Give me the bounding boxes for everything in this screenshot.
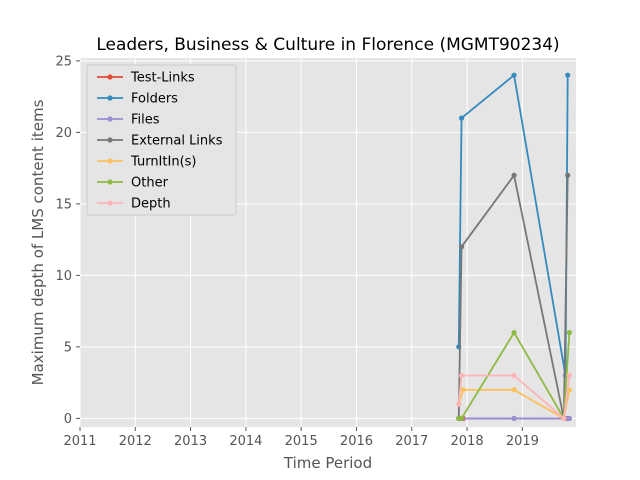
x-tick-label: 2019 xyxy=(506,434,539,449)
legend-label: TurnItIn(s) xyxy=(130,155,196,170)
legend-swatch-marker xyxy=(107,158,113,164)
x-tick-label: 2016 xyxy=(340,434,373,449)
legend-label: Other xyxy=(131,176,169,191)
x-axis-label: Time Period xyxy=(283,454,372,472)
legend-label: Depth xyxy=(131,197,171,212)
x-tick-label: 2018 xyxy=(451,434,484,449)
legend-swatch-marker xyxy=(107,74,113,80)
x-tick-label: 2011 xyxy=(63,434,96,449)
y-tick-label: 25 xyxy=(55,54,72,69)
data-point-other xyxy=(458,415,465,422)
x-tick-label: 2012 xyxy=(119,434,152,449)
legend-item: Other xyxy=(97,176,169,191)
data-point-external-links xyxy=(565,172,571,178)
data-point-files xyxy=(511,415,517,422)
y-axis-label: Maximum depth of LMS content items xyxy=(29,99,47,385)
x-tick-label: 2014 xyxy=(229,434,262,449)
legend-swatch-marker xyxy=(107,137,113,143)
data-point-folders xyxy=(458,115,465,121)
data-point-depth xyxy=(561,415,567,422)
data-point-depth xyxy=(456,401,462,407)
legend: Test-Links Folders Files External Links Turn… xyxy=(86,64,237,216)
legend-item: TurnItIn(s) xyxy=(97,155,196,170)
data-point-folders xyxy=(511,72,517,78)
legend-item: Folders xyxy=(97,92,178,107)
y-tick-label: 5 xyxy=(64,340,72,355)
data-point-depth xyxy=(566,372,572,379)
x-tick-label: 2015 xyxy=(285,434,318,449)
legend-item: Files xyxy=(97,113,160,128)
legend-item: External Links xyxy=(97,134,223,149)
data-point-external-links xyxy=(458,244,465,250)
legend-label: Folders xyxy=(131,92,178,107)
x-tick-label: 2017 xyxy=(395,434,428,449)
data-point-files xyxy=(566,415,572,422)
series-depth xyxy=(456,372,572,422)
y-tick-label: 20 xyxy=(55,126,72,141)
legend-label: External Links xyxy=(131,134,223,149)
legend-swatch-marker xyxy=(107,116,113,122)
y-tick-label: 10 xyxy=(55,269,72,284)
x-tick-label: 2013 xyxy=(174,434,207,449)
data-point-external-links xyxy=(511,172,517,178)
data-point-depth xyxy=(511,372,517,379)
legend-box xyxy=(86,64,237,216)
axes: 2011 2012 2013 2014 2015 2016 2017 2018 20190510… xyxy=(55,54,538,449)
series-group xyxy=(456,72,572,422)
legend-label: Test-Links xyxy=(130,71,195,86)
y-tick-label: 15 xyxy=(55,197,72,212)
data-point-other xyxy=(511,330,517,336)
legend-swatch-marker xyxy=(107,179,113,185)
chart-title: Leaders, Business & Culture in Florence … xyxy=(96,35,559,55)
legend-item: Depth xyxy=(97,197,171,212)
legend-swatch-marker xyxy=(107,95,113,101)
y-tick-label: 0 xyxy=(64,412,72,427)
legend-swatch-marker xyxy=(107,200,113,206)
data-point-turnitin-s xyxy=(460,387,466,393)
legend-item: Test-Links xyxy=(97,71,195,86)
data-point-other xyxy=(566,330,572,336)
data-point-depth xyxy=(458,372,465,379)
legend-label: Files xyxy=(131,113,160,128)
data-point-turnitin-s xyxy=(511,387,517,393)
data-point-folders xyxy=(565,72,571,78)
